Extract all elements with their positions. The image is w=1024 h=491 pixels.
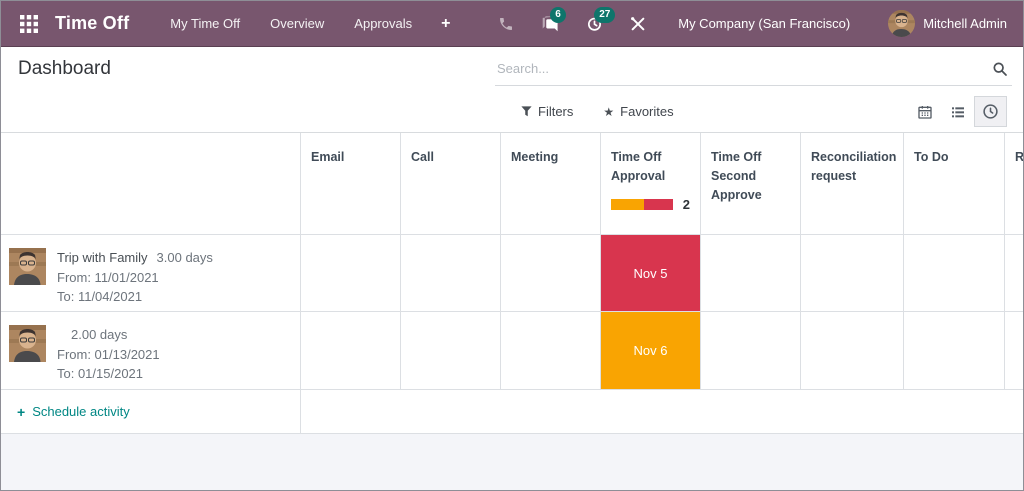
header-email[interactable]: Email: [301, 133, 401, 234]
header-to-do[interactable]: To Do: [904, 133, 1005, 234]
cell-reconciliation-request[interactable]: [801, 312, 904, 389]
view-switcher: [908, 96, 1007, 127]
record-title: Trip with Family: [57, 250, 148, 265]
grid-icon: [20, 14, 38, 33]
cell-truncated[interactable]: [1005, 235, 1023, 311]
user-avatar: [888, 10, 916, 37]
search-placeholder: Search...: [497, 61, 550, 76]
app-title[interactable]: Time Off: [55, 13, 130, 33]
schedule-activity-label: Schedule activity: [32, 404, 130, 419]
funnel-icon: [521, 106, 532, 117]
schedule-activity-row: + Schedule activity: [1, 390, 1023, 434]
messages-badge: 6: [550, 6, 566, 23]
apps-menu-icon[interactable]: [19, 14, 39, 34]
record-cell[interactable]: 2.00 days From: 01/13/2021 To: 01/15/202…: [1, 312, 301, 389]
cell-call[interactable]: [401, 312, 501, 389]
employee-avatar[interactable]: [9, 325, 46, 362]
record-info: Trip with Family 3.00 days From: 11/01/20…: [57, 248, 213, 311]
plus-icon: +: [17, 403, 26, 420]
activity-row-2: 2.00 days From: 01/13/2021 To: 01/15/202…: [1, 312, 1023, 390]
schedule-row-empty-area: [301, 390, 1023, 433]
header-time-off-second-approve[interactable]: Time Off Second Approve: [701, 133, 801, 234]
nav-approvals[interactable]: Approvals: [354, 15, 413, 31]
progress-red-segment: [643, 198, 673, 210]
phone-icon[interactable]: [496, 14, 516, 34]
record-to: To: 01/15/2021: [57, 366, 144, 381]
list-view-button[interactable]: [941, 96, 974, 127]
systray: 6 27 My Company (San Francisco): [496, 6, 1007, 37]
user-menu[interactable]: Mitchell Admin: [888, 10, 1007, 37]
cell-truncated[interactable]: [1005, 312, 1023, 389]
record-from: From: 01/13/2021: [57, 346, 160, 362]
favorites-button[interactable]: ★ Favorites: [603, 104, 673, 119]
activity-clock-icon: [983, 104, 998, 119]
approval-count: 2: [682, 196, 690, 212]
tools-icon[interactable]: [628, 14, 648, 34]
cell-time-off-approval: Nov 6: [601, 312, 701, 389]
messages-icon[interactable]: 6: [540, 6, 566, 34]
filter-toolbar: Filters ★ Favorites: [521, 104, 674, 119]
activity-view-button[interactable]: [974, 96, 1007, 127]
header-call[interactable]: Call: [401, 133, 501, 234]
record-title-line: Trip with Family 3.00 days: [57, 250, 213, 265]
cell-email[interactable]: [301, 235, 401, 311]
filters-label: Filters: [538, 104, 574, 119]
cell-meeting[interactable]: [501, 235, 601, 311]
cell-time-off-second-approve[interactable]: [701, 312, 801, 389]
activity-due-badge[interactable]: Nov 5: [601, 235, 700, 311]
activity-row-1: Trip with Family 3.00 days From: 11/01/20…: [1, 235, 1023, 312]
record-duration: 3.00 days: [156, 250, 213, 265]
favorites-label: Favorites: [620, 104, 674, 119]
progress-orange-segment: [611, 198, 644, 210]
header-record: [1, 133, 301, 234]
calendar-icon: [917, 105, 932, 119]
header-truncated-column[interactable]: R: [1015, 150, 1024, 164]
cell-to-do[interactable]: [904, 312, 1005, 389]
activities-badge: 27: [594, 6, 616, 23]
record-to: To: 11/04/2021: [57, 289, 143, 304]
company-switcher[interactable]: My Company (San Francisco): [678, 16, 851, 31]
nav-plus-button[interactable]: +: [441, 14, 451, 32]
record-duration: 2.00 days: [71, 327, 128, 342]
employee-avatar[interactable]: [9, 248, 46, 285]
filters-button[interactable]: Filters: [521, 104, 573, 119]
record-cell[interactable]: Trip with Family 3.00 days From: 11/01/20…: [1, 235, 301, 311]
list-icon: [951, 106, 964, 117]
header-reconciliation-request[interactable]: Reconciliation request: [801, 133, 904, 234]
cell-call[interactable]: [401, 235, 501, 311]
cell-reconciliation-request[interactable]: [801, 235, 904, 311]
record-title-line: 2.00 days: [57, 327, 127, 342]
calendar-view-button[interactable]: [908, 96, 941, 127]
cell-meeting[interactable]: [501, 312, 601, 389]
cell-email[interactable]: [301, 312, 401, 389]
user-name: Mitchell Admin: [923, 16, 1007, 31]
cell-time-off-second-approve[interactable]: [701, 235, 801, 311]
record-info: 2.00 days From: 01/13/2021 To: 01/15/202…: [57, 325, 160, 389]
table-footer-area: [1, 434, 1023, 490]
nav-overview[interactable]: Overview: [270, 15, 325, 31]
approval-progressbar[interactable]: 2: [611, 195, 690, 215]
schedule-activity-button[interactable]: + Schedule activity: [1, 390, 301, 433]
search-icon[interactable]: [992, 61, 1012, 77]
activity-table-header: Email Call Meeting Time Off Approval 2 T…: [1, 133, 1024, 235]
cell-time-off-approval: Nov 5: [601, 235, 701, 311]
control-panel-bottom: Filters ★ Favorites: [1, 91, 1023, 133]
header-time-off-approval-label: Time Off Approval: [611, 150, 666, 183]
page-title: Dashboard: [18, 58, 111, 79]
control-panel-top: Dashboard Search...: [1, 47, 1023, 91]
header-meeting[interactable]: Meeting: [501, 133, 601, 234]
nav-my-time-off[interactable]: My Time Off: [170, 15, 241, 31]
top-navbar: Time Off My Time Off Overview Approvals …: [1, 1, 1023, 47]
header-time-off-approval[interactable]: Time Off Approval 2: [601, 133, 701, 234]
search-input[interactable]: Search...: [495, 52, 1012, 86]
cell-to-do[interactable]: [904, 235, 1005, 311]
record-from: From: 11/01/2021: [57, 269, 159, 285]
activities-clock-icon[interactable]: 27: [584, 6, 616, 34]
activity-due-badge[interactable]: Nov 6: [601, 312, 700, 389]
star-icon: ★: [603, 104, 615, 119]
